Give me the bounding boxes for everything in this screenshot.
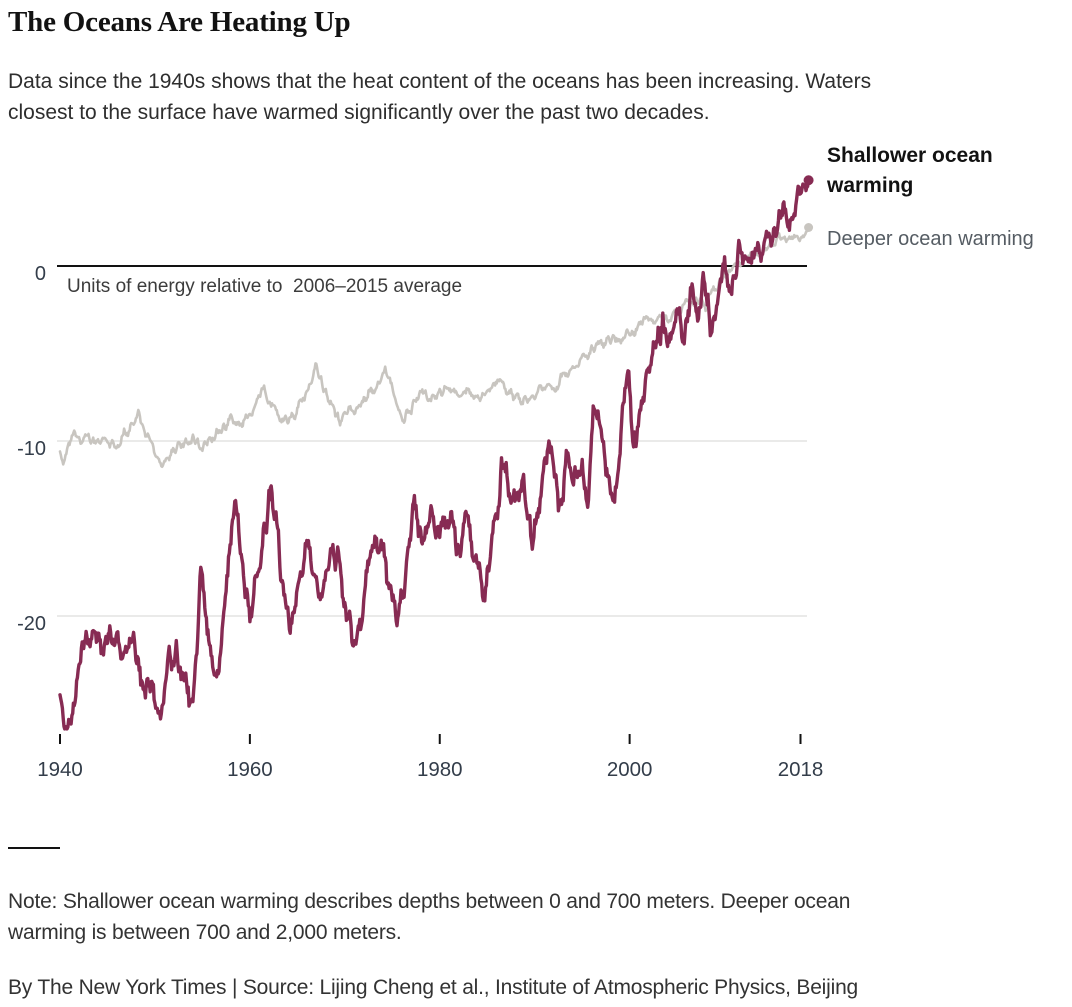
page-title: The Oceans Are Heating Up (8, 6, 351, 38)
legend-shallower-label: Shallower ocean warming (827, 141, 993, 201)
legend-shallower-line-2: warming (827, 174, 914, 197)
legend-deeper-label: Deeper ocean warming (827, 228, 1034, 250)
series-line-shallower (58, 179, 811, 731)
end-dot-shallower (803, 175, 814, 186)
ocean-heat-chart: 0 -10 -20 1940 1960 1980 2000 2018 (17, 175, 824, 781)
chart-subtitle: Data since the 1940s shows that the heat… (8, 66, 1048, 128)
source-credit: By The New York Times | Source: Lijing C… (8, 976, 859, 999)
legend-shallower-line-1: Shallower ocean (827, 144, 993, 167)
footer-divider (8, 847, 60, 849)
subtitle-line-2: closest to the surface have warmed signi… (8, 101, 710, 124)
x-axis-label: 1960 (227, 758, 273, 781)
x-axis-label: 2000 (607, 758, 653, 781)
x-axis-label: 2018 (778, 758, 824, 781)
footnote-line-1: Note: Shallower ocean warming describes … (8, 890, 851, 913)
footnote: Note: Shallower ocean warming describes … (8, 886, 1058, 948)
x-axis-label: 1980 (417, 758, 463, 781)
x-axis-label: 1940 (37, 758, 83, 781)
y-axis-label: -10 (17, 438, 46, 460)
series-line-deeper (58, 226, 810, 469)
footnote-line-2: warming is between 700 and 2,000 meters. (8, 921, 402, 944)
end-dot-deeper (804, 223, 814, 232)
y-axis-label: -20 (17, 613, 46, 635)
subtitle-line-1: Data since the 1940s shows that the heat… (8, 70, 872, 93)
y-axis-label: 0 (35, 263, 46, 285)
unit-annotation: Units of energy relative to 2006–2015 av… (67, 276, 463, 297)
